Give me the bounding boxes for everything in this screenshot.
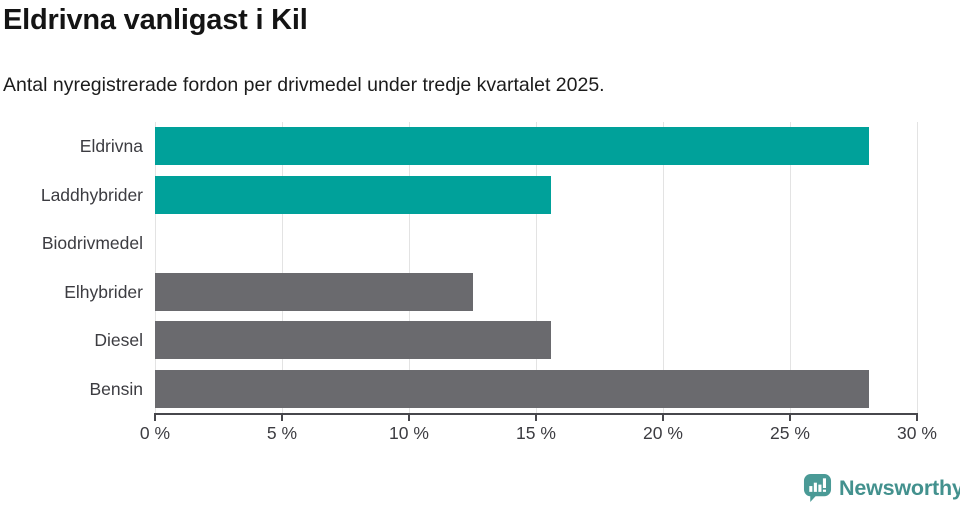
gridline xyxy=(155,122,156,413)
gridline xyxy=(790,122,791,413)
newsworthy-icon xyxy=(803,473,832,503)
x-axis-line xyxy=(154,413,918,415)
axis-tick xyxy=(281,415,283,421)
x-tick-label: 25 % xyxy=(770,423,810,443)
chart-subtitle: Antal nyregistrerade fordon per drivmede… xyxy=(3,74,605,96)
category-label: Laddhybrider xyxy=(40,184,143,205)
newsworthy-wordmark: Newsworthy xyxy=(839,475,960,500)
axis-tick xyxy=(535,415,537,421)
gridline xyxy=(536,122,537,413)
gridline xyxy=(917,122,918,413)
axis-tick xyxy=(662,415,664,421)
axis-tick xyxy=(408,415,410,421)
gridline xyxy=(282,122,283,413)
x-tick-label: 20 % xyxy=(643,423,683,443)
category-label: Biodrivmedel xyxy=(41,233,143,254)
x-tick-label: 5 % xyxy=(266,423,298,443)
category-label: Eldrivna xyxy=(79,136,143,157)
x-tick-label: 30 % xyxy=(897,423,937,443)
axis-tick xyxy=(916,415,918,421)
x-tick-label: 15 % xyxy=(516,423,556,443)
bar-diesel xyxy=(155,321,552,360)
category-label: Elhybrider xyxy=(64,281,143,302)
bar-bensin xyxy=(155,369,869,408)
chart-title: Eldrivna vanligast i Kil xyxy=(3,4,308,36)
x-tick-label: 0 % xyxy=(139,423,171,443)
category-label: Bensin xyxy=(89,378,143,399)
axis-tick xyxy=(789,415,791,421)
y-axis-labels: Eldrivna Laddhybrider Biodrivmedel Elhybrid… xyxy=(0,122,143,413)
bar-eldrivna xyxy=(155,127,869,166)
bar-elhybrider xyxy=(155,272,473,311)
gridline xyxy=(663,122,664,413)
x-tick-label: 10 % xyxy=(389,423,429,443)
newsworthy-logo: Newsworthy xyxy=(803,473,960,503)
axis-tick xyxy=(154,415,156,421)
bar-laddhybrider xyxy=(155,175,552,214)
bar-chart-plot-area xyxy=(155,122,918,413)
gridline xyxy=(409,122,410,413)
category-label: Diesel xyxy=(94,330,143,351)
